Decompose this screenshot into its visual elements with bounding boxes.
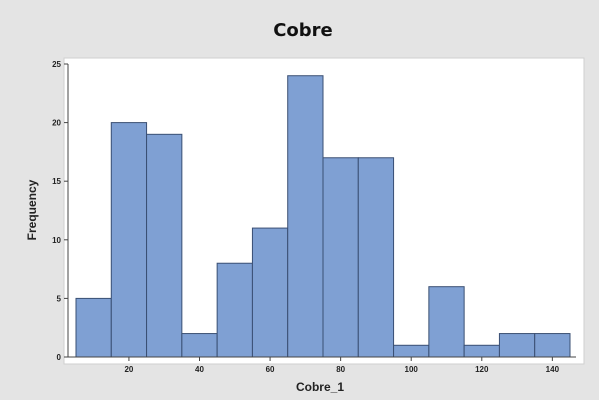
y-axis-label: Frequency: [25, 179, 39, 240]
y-tick-label: 15: [52, 177, 61, 186]
y-tick-label: 20: [52, 119, 61, 128]
y-tick-label: 10: [52, 236, 61, 245]
histogram-bar-11: [429, 287, 464, 357]
histogram-bar-1: [76, 298, 111, 357]
x-tick-label: 80: [336, 365, 345, 374]
x-tick-label: 140: [546, 365, 560, 374]
histogram-bar-12: [464, 345, 499, 357]
x-tick-label: 100: [405, 365, 419, 374]
x-tick-label: 40: [195, 365, 204, 374]
histogram-bar-8: [323, 158, 358, 357]
x-tick-label: 20: [124, 365, 133, 374]
y-tick-label: 25: [52, 60, 61, 69]
x-axis-label: Cobre_1: [296, 380, 344, 394]
histogram-bar-9: [358, 158, 393, 357]
y-tick-label: 0: [57, 353, 62, 362]
histogram-bar-5: [217, 263, 252, 357]
histogram-bar-7: [288, 76, 323, 357]
histogram-bar-2: [111, 123, 146, 357]
histogram-bar-3: [147, 134, 182, 357]
histogram-bar-4: [182, 334, 217, 357]
histogram-bar-6: [252, 228, 287, 357]
chart-title: Cobre: [273, 20, 333, 41]
y-tick-label: 5: [57, 294, 62, 303]
x-tick-label: 120: [475, 365, 489, 374]
x-tick-label: 60: [266, 365, 275, 374]
histogram-bar-14: [535, 334, 570, 357]
histogram-bar-10: [394, 345, 429, 357]
histogram-bar-13: [499, 334, 534, 357]
